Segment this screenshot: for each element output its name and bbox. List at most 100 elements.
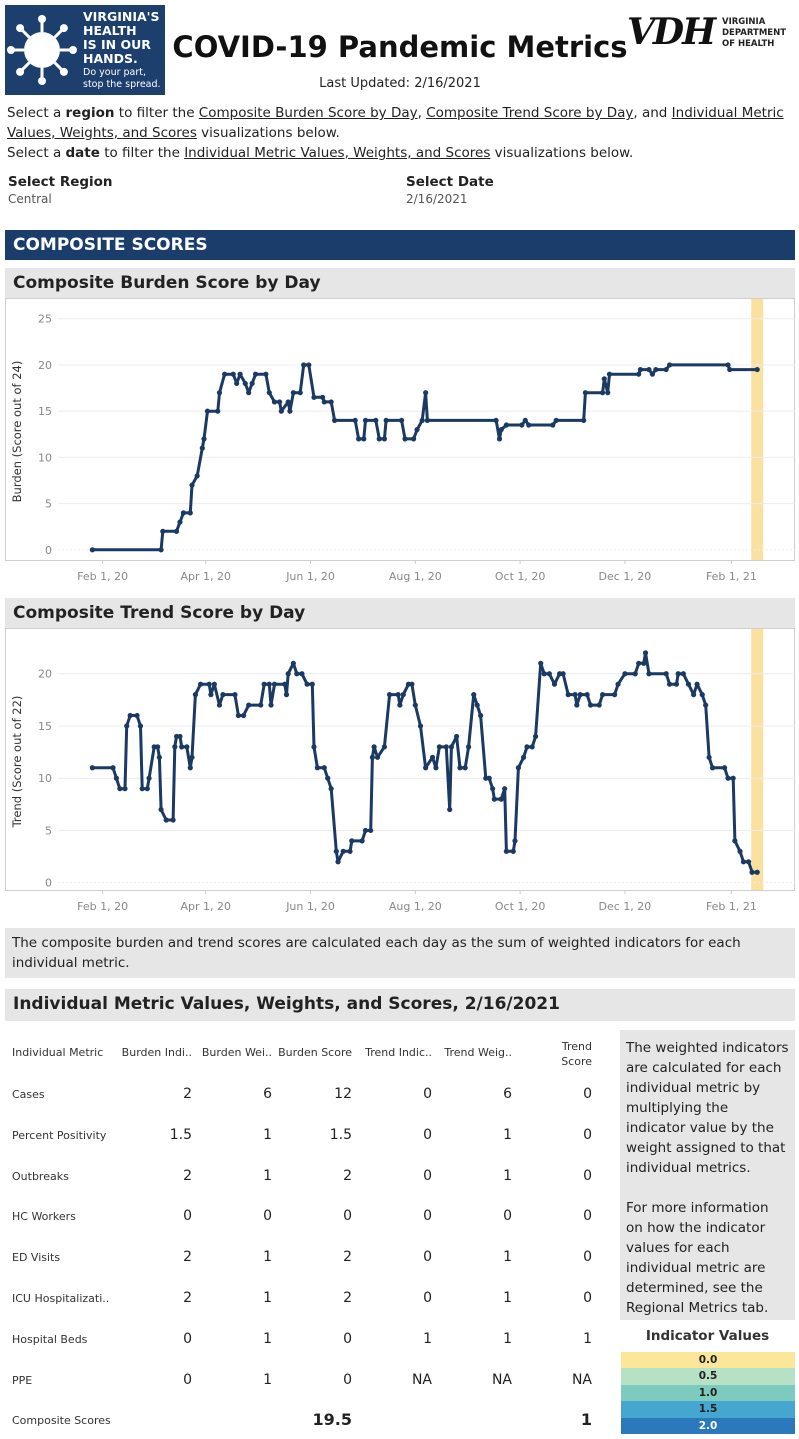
- point: [666, 362, 673, 368]
- point: [725, 362, 731, 368]
- point: [277, 399, 283, 405]
- x-tick-label: Oct 1, 20: [495, 900, 546, 913]
- point: [347, 848, 353, 854]
- x-tick-label: Aug 1, 20: [389, 900, 442, 913]
- instruction-text[interactable]: Individual Metric Values, Weights, and S…: [7, 105, 784, 141]
- x-tick-label: Aug 1, 20: [389, 570, 442, 583]
- point: [490, 786, 496, 792]
- point: [304, 681, 310, 687]
- point: [197, 681, 204, 687]
- table-cell: 6: [263, 1086, 272, 1102]
- point: [699, 692, 705, 698]
- vdh-name: VIRGINIA: [722, 17, 766, 27]
- instruction-text[interactable]: Individual Metric Values, Weights, and S…: [184, 145, 491, 161]
- column-header: Burden Score: [278, 1046, 352, 1059]
- instruction-text: to filter the: [114, 105, 199, 121]
- legend-swatch: 2.0: [621, 1417, 795, 1434]
- point: [170, 817, 176, 823]
- point: [356, 436, 362, 442]
- point: [287, 408, 293, 414]
- table-cell: 0: [183, 1208, 192, 1225]
- instruction-text[interactable]: Composite Trend Score by Day: [426, 105, 634, 121]
- filter-value[interactable]: Central: [8, 192, 52, 206]
- point: [249, 380, 255, 387]
- point: [184, 744, 190, 750]
- point: [199, 445, 205, 451]
- point: [172, 744, 178, 750]
- point: [261, 681, 267, 687]
- point: [612, 692, 618, 698]
- point: [596, 702, 602, 708]
- y-tick-label: 20: [38, 668, 52, 681]
- filter-value[interactable]: 2/16/2021: [406, 192, 468, 206]
- point: [642, 650, 649, 656]
- point: [352, 417, 358, 424]
- point: [110, 765, 116, 771]
- point: [551, 681, 558, 687]
- point: [189, 754, 195, 760]
- y-tick-label: 25: [38, 313, 52, 326]
- point: [122, 786, 128, 792]
- x-tick-label: Feb 1, 21: [706, 570, 757, 583]
- point: [675, 671, 681, 677]
- point: [709, 765, 716, 771]
- filter-label[interactable]: Select Date: [406, 174, 494, 190]
- point: [565, 692, 571, 698]
- point: [311, 744, 317, 750]
- side-paragraph: For more information on how the indicato…: [626, 1200, 769, 1316]
- point: [649, 371, 656, 377]
- point: [395, 692, 401, 698]
- point: [524, 744, 530, 750]
- instruction-text: visualizations below.: [490, 145, 634, 161]
- point: [349, 838, 355, 844]
- filter-label[interactable]: Select Region: [8, 174, 113, 190]
- legend-title: Indicator Values: [645, 1328, 770, 1344]
- point: [180, 510, 187, 516]
- point: [622, 671, 628, 677]
- point: [553, 417, 559, 424]
- plot-frame: [5, 628, 795, 891]
- table-cell: 1: [503, 1290, 512, 1306]
- point: [242, 380, 248, 387]
- point: [448, 744, 455, 750]
- point: [290, 390, 296, 396]
- table-cell: 0: [183, 1330, 192, 1347]
- table-cell: 0: [583, 1290, 592, 1306]
- x-tick-label: Feb 1, 20: [77, 570, 128, 583]
- y-tick-label: 15: [38, 720, 52, 733]
- point: [263, 371, 269, 377]
- column-header: Burden Indi..: [121, 1046, 192, 1059]
- metric-name: ED Visits: [12, 1251, 61, 1265]
- point: [546, 671, 552, 677]
- metric-name: Outbreaks: [12, 1169, 69, 1183]
- point: [220, 692, 226, 698]
- table-cell: 0: [503, 1208, 512, 1225]
- x-tick-label: Jun 1, 20: [285, 900, 335, 913]
- column-header: Individual Metric: [12, 1046, 104, 1059]
- point: [113, 775, 120, 781]
- point: [158, 806, 164, 813]
- table-cell: 2: [343, 1167, 352, 1184]
- point: [646, 671, 652, 677]
- point: [208, 692, 214, 698]
- y-tick-label: 5: [45, 824, 52, 837]
- point: [436, 744, 442, 750]
- side-paragraph: The weighted indicators are calculated f…: [626, 1040, 789, 1176]
- point: [173, 528, 180, 534]
- y-axis-title: Trend (Score out of 22): [10, 696, 24, 829]
- instruction-text[interactable]: Composite Burden Score by Day: [198, 105, 418, 121]
- instruction-text: ,: [417, 105, 427, 121]
- vdh-name: OF HEALTH: [722, 39, 775, 49]
- table-cell: 1: [503, 1330, 512, 1347]
- point: [582, 390, 589, 396]
- point: [268, 702, 274, 708]
- x-tick-label: Dec 1, 20: [599, 570, 652, 583]
- point: [653, 366, 659, 373]
- section-header: COMPOSITE SCORES: [5, 230, 795, 260]
- point: [503, 848, 509, 854]
- legend-label: 1.5: [698, 1403, 718, 1416]
- y-tick-label: 10: [38, 772, 52, 785]
- last-updated: Last Updated: 2/16/2021: [319, 76, 481, 91]
- point: [386, 692, 393, 698]
- point: [211, 681, 217, 687]
